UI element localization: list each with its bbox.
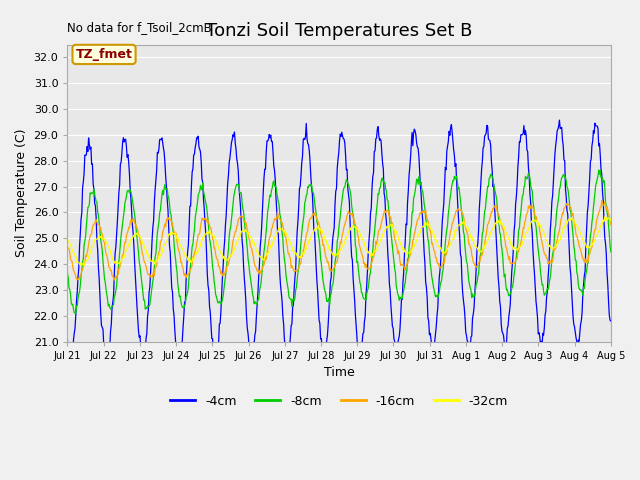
Line: -8cm: -8cm bbox=[67, 170, 611, 313]
-16cm bbox=[63, 244, 71, 250]
-8cm bbox=[186, 274, 193, 279]
-32cm bbox=[63, 236, 71, 241]
-32cm bbox=[406, 250, 413, 255]
-16cm bbox=[406, 253, 413, 259]
-16cm bbox=[214, 257, 221, 263]
-32cm bbox=[607, 218, 614, 224]
-32cm bbox=[601, 214, 609, 220]
-16cm bbox=[74, 276, 81, 282]
Text: TZ_fmet: TZ_fmet bbox=[76, 48, 132, 61]
-8cm bbox=[130, 207, 138, 213]
-8cm bbox=[214, 300, 221, 306]
-16cm bbox=[130, 218, 138, 224]
-4cm bbox=[556, 117, 563, 123]
-32cm bbox=[214, 243, 221, 249]
-32cm bbox=[186, 255, 193, 261]
-4cm bbox=[406, 164, 413, 170]
Line: -4cm: -4cm bbox=[67, 120, 611, 362]
-4cm bbox=[63, 337, 71, 343]
X-axis label: Time: Time bbox=[324, 366, 355, 379]
-32cm bbox=[74, 260, 81, 265]
-4cm bbox=[607, 318, 614, 324]
Legend: -4cm, -8cm, -16cm, -32cm: -4cm, -8cm, -16cm, -32cm bbox=[165, 390, 513, 412]
Title: Tonzi Soil Temperatures Set B: Tonzi Soil Temperatures Set B bbox=[206, 22, 472, 40]
-8cm bbox=[63, 271, 71, 276]
Line: -32cm: -32cm bbox=[67, 217, 611, 265]
-8cm bbox=[406, 239, 413, 244]
-16cm bbox=[607, 222, 614, 228]
-16cm bbox=[422, 207, 429, 213]
-8cm bbox=[74, 296, 82, 301]
-8cm bbox=[595, 167, 603, 173]
-32cm bbox=[130, 232, 138, 238]
-4cm bbox=[67, 360, 74, 365]
-32cm bbox=[422, 219, 429, 225]
-4cm bbox=[186, 223, 193, 228]
-32cm bbox=[80, 263, 88, 268]
-4cm bbox=[214, 340, 221, 346]
-8cm bbox=[72, 311, 79, 316]
-4cm bbox=[422, 279, 429, 285]
-8cm bbox=[422, 216, 429, 221]
-4cm bbox=[74, 275, 82, 280]
-16cm bbox=[186, 270, 193, 276]
-16cm bbox=[111, 277, 118, 283]
Text: No data for f_Tsoil_2cmB: No data for f_Tsoil_2cmB bbox=[67, 21, 212, 34]
Line: -16cm: -16cm bbox=[67, 201, 611, 280]
-4cm bbox=[130, 244, 138, 250]
-16cm bbox=[598, 198, 605, 204]
Y-axis label: Soil Temperature (C): Soil Temperature (C) bbox=[15, 129, 28, 257]
-8cm bbox=[607, 249, 614, 255]
